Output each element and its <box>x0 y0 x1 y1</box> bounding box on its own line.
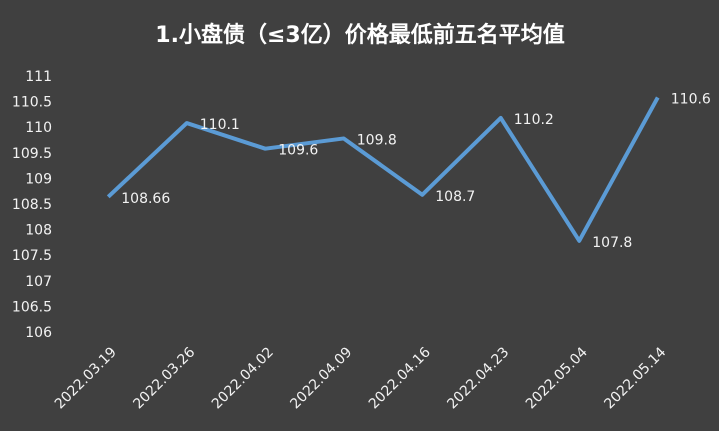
data-label: 109.6 <box>278 143 318 159</box>
y-tick-label: 110.5 <box>12 95 52 111</box>
y-tick-label: 106 <box>25 325 52 341</box>
data-label: 108.7 <box>435 189 475 205</box>
y-tick-label: 108 <box>25 223 52 239</box>
data-label: 110.2 <box>514 112 554 128</box>
y-tick-label: 109 <box>25 171 52 187</box>
y-tick-label: 108.5 <box>12 197 52 213</box>
y-tick-label: 110 <box>25 120 52 136</box>
y-tick-label: 107.5 <box>12 248 52 264</box>
chart-title: 1.小盘债（≤3亿）价格最低前五名平均值 <box>155 22 564 48</box>
data-label: 110.6 <box>671 91 711 107</box>
y-tick-label: 106.5 <box>12 299 52 315</box>
data-label: 110.1 <box>200 117 240 133</box>
y-tick-label: 107 <box>25 274 52 290</box>
data-label: 107.8 <box>592 235 632 251</box>
data-label: 108.66 <box>121 191 170 207</box>
y-tick-label: 109.5 <box>12 146 52 162</box>
y-tick-label: 111 <box>25 69 52 85</box>
line <box>106 96 660 243</box>
data-label: 109.8 <box>357 132 397 148</box>
